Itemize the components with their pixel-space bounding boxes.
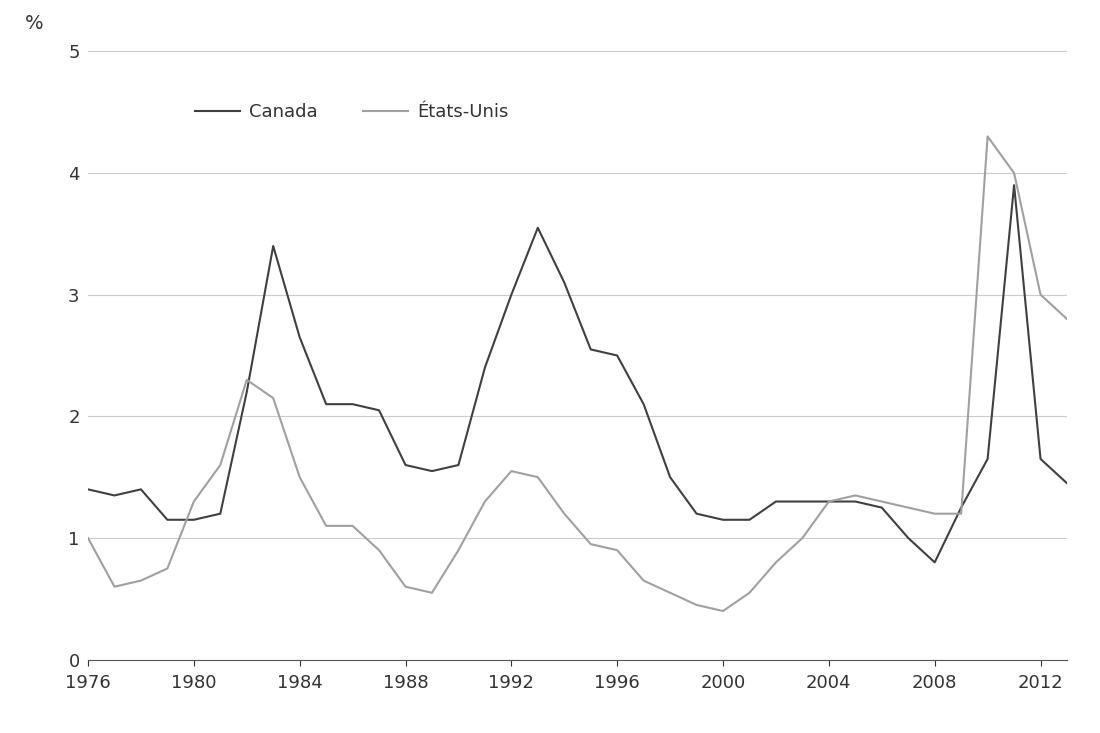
- Canada: [240, 388, 253, 397]
- États-Unis: [690, 600, 703, 609]
- Canada: [876, 503, 889, 512]
- États-Unis: [742, 589, 756, 597]
- Canada: [742, 515, 756, 524]
- Canada: [478, 364, 492, 372]
- Canada: [663, 473, 676, 482]
- Canada: [346, 399, 360, 408]
- Canada: [769, 497, 782, 506]
- États-Unis: [849, 491, 862, 500]
- Canada: [161, 515, 174, 524]
- Canada: [505, 290, 518, 299]
- États-Unis: [213, 460, 227, 469]
- États-Unis: [531, 473, 544, 482]
- États-Unis: [134, 576, 147, 585]
- États-Unis: [452, 546, 465, 555]
- Canada: [928, 558, 942, 567]
- États-Unis: [399, 582, 412, 591]
- Canada: [637, 399, 650, 408]
- États-Unis: [266, 394, 279, 402]
- États-Unis: [584, 539, 597, 548]
- États-Unis: [426, 589, 439, 597]
- Canada: [426, 467, 439, 476]
- États-Unis: [637, 576, 650, 585]
- Canada: [319, 399, 332, 408]
- Canada: [134, 485, 147, 494]
- Canada: [610, 351, 624, 360]
- États-Unis: [981, 132, 994, 141]
- États-Unis: [373, 546, 386, 555]
- États-Unis: [161, 564, 174, 573]
- Canada: [108, 491, 121, 500]
- Canada: [373, 406, 386, 415]
- États-Unis: [823, 497, 836, 506]
- États-Unis: [81, 534, 95, 542]
- États-Unis: [240, 375, 253, 384]
- États-Unis: [610, 546, 624, 555]
- Canada: [716, 515, 729, 524]
- États-Unis: [478, 497, 492, 506]
- États-Unis: [187, 497, 200, 506]
- Canada: [902, 534, 915, 542]
- États-Unis: [505, 467, 518, 476]
- États-Unis: [902, 503, 915, 512]
- Canada: [795, 497, 808, 506]
- Canada: [584, 345, 597, 354]
- États-Unis: [346, 521, 360, 530]
- États-Unis: [795, 534, 808, 542]
- Canada: [531, 224, 544, 232]
- États-Unis: [955, 509, 968, 518]
- Canada: [1008, 181, 1021, 190]
- États-Unis: [769, 558, 782, 567]
- Canada: [187, 515, 200, 524]
- Y-axis label: %: %: [25, 14, 44, 33]
- États-Unis: [1034, 290, 1047, 299]
- Canada: [452, 460, 465, 469]
- Canada: [955, 503, 968, 512]
- Canada: [293, 333, 306, 342]
- États-Unis: [293, 473, 306, 482]
- États-Unis: [108, 582, 121, 591]
- Canada: [213, 509, 227, 518]
- États-Unis: [319, 521, 332, 530]
- États-Unis: [663, 589, 676, 597]
- Canada: [849, 497, 862, 506]
- Canada: [690, 509, 703, 518]
- Canada: [1060, 479, 1074, 487]
- Line: États-Unis: États-Unis: [88, 136, 1067, 611]
- États-Unis: [1008, 169, 1021, 177]
- Line: Canada: Canada: [88, 185, 1067, 562]
- États-Unis: [716, 607, 729, 616]
- États-Unis: [876, 497, 889, 506]
- Canada: [266, 242, 279, 251]
- Canada: [1034, 454, 1047, 463]
- États-Unis: [1060, 314, 1074, 323]
- Canada: [981, 454, 994, 463]
- Legend: Canada, États-Unis: Canada, États-Unis: [195, 103, 508, 121]
- Canada: [823, 497, 836, 506]
- Canada: [399, 460, 412, 469]
- Canada: [558, 278, 571, 287]
- États-Unis: [558, 509, 571, 518]
- États-Unis: [928, 509, 942, 518]
- Canada: [81, 485, 95, 494]
